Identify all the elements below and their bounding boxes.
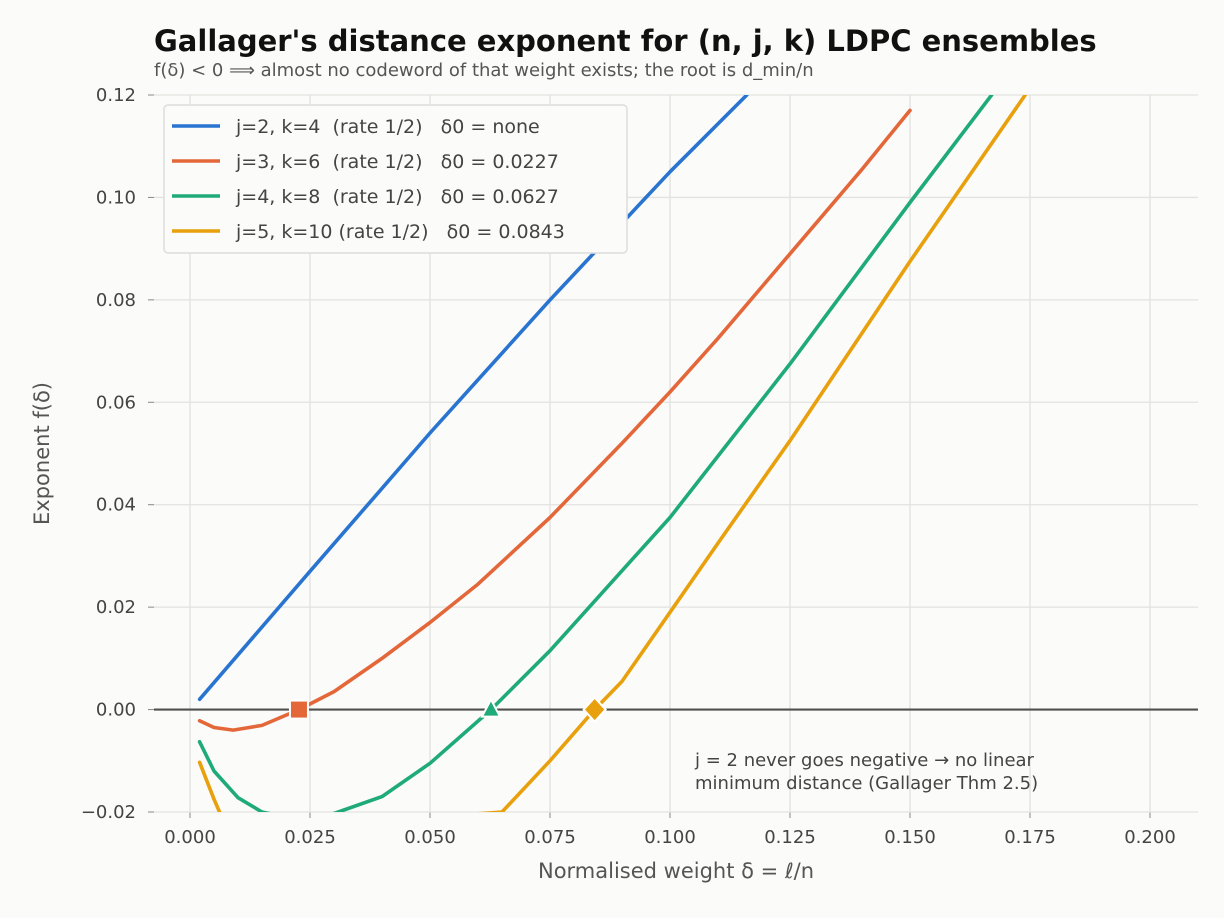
series-lines xyxy=(197,95,1027,812)
y-tick-label: 0.08 xyxy=(96,290,136,311)
root-marker-square xyxy=(288,699,309,720)
x-tick-label: 0.050 xyxy=(404,827,456,848)
legend-label: j=4, k=8 (rate 1/2) δ0 = 0.0627 xyxy=(235,186,559,208)
x-tick-label: 0.100 xyxy=(644,827,696,848)
annotation-text: minimum distance (Gallager Thm 2.5) xyxy=(695,773,1038,794)
chart-title-text: Gallager's distance exponent for (n, j, … xyxy=(154,24,1097,58)
series-line-2 xyxy=(197,108,912,732)
x-axis-label: Normalised weight δ = ℓ/n xyxy=(538,859,814,883)
x-tick-label: 0.025 xyxy=(284,827,336,848)
y-tick-label: 0.06 xyxy=(96,392,136,413)
y-axis-label: Exponent f(δ) xyxy=(30,382,54,525)
x-tick-label: 0.200 xyxy=(1124,827,1176,848)
x-tick-label: 0.125 xyxy=(764,827,816,848)
y-tick-label: 0.04 xyxy=(96,495,136,516)
chart-title: Gallager's distance exponent for (n, j, … xyxy=(154,24,1097,58)
x-tick-label: 0.175 xyxy=(1004,827,1056,848)
root-marker-diamond xyxy=(582,696,607,724)
series-line-1 xyxy=(197,95,749,702)
legend-box xyxy=(163,104,628,254)
x-tick-label: 0.150 xyxy=(884,827,936,848)
legend-label: j=5, k=10 (rate 1/2) δ0 = 0.0843 xyxy=(235,221,565,243)
chart-subtitle: f(δ) < 0 ⟹ almost no codeword of that we… xyxy=(154,60,814,81)
y-tick-label: −0.02 xyxy=(81,802,136,823)
y-tick-label: 0.00 xyxy=(96,700,136,721)
chart-subtitle-text: f(δ) < 0 ⟹ almost no codeword of that we… xyxy=(154,60,814,81)
legend-label: j=2, k=4 (rate 1/2) δ0 = none xyxy=(235,116,540,138)
y-tick-label: 0.02 xyxy=(96,597,136,618)
x-tick-label: 0.075 xyxy=(524,827,576,848)
y-tick-label: 0.12 xyxy=(96,85,136,106)
series-line-3 xyxy=(197,95,994,812)
y-tick-label: 0.10 xyxy=(96,187,136,208)
legend-label: j=3, k=6 (rate 1/2) δ0 = 0.0227 xyxy=(235,151,559,173)
annotation-text: j = 2 never goes negative → no linear xyxy=(694,750,1035,771)
series-line-4 xyxy=(197,95,1027,812)
x-tick-label: 0.000 xyxy=(164,827,216,848)
root-marker-triangle xyxy=(480,697,502,718)
legend: j=2, k=4 (rate 1/2) δ0 = none j=3, k=6 (r… xyxy=(163,104,628,254)
